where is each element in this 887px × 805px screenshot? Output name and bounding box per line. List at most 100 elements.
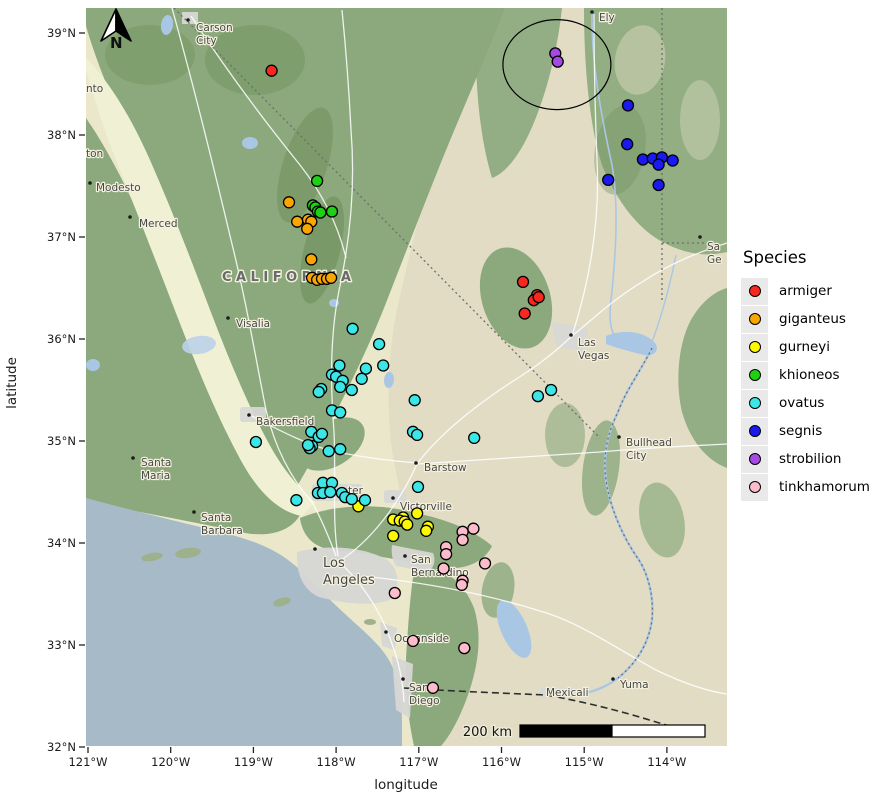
map-label: Vegas xyxy=(578,350,609,362)
map-label: Maria xyxy=(141,470,170,482)
map-label: Merced xyxy=(139,218,178,230)
city-dot xyxy=(401,677,405,681)
legend-key xyxy=(741,389,768,417)
point-ovatus xyxy=(290,494,303,507)
map-label: Modesto xyxy=(96,182,141,194)
point-ovatus xyxy=(468,431,481,445)
point-ovatus xyxy=(249,435,263,449)
point-ovatus xyxy=(322,445,335,458)
map-label: nto xyxy=(86,83,103,95)
map-label: Santa xyxy=(141,457,171,469)
x-tick-label: 120°W xyxy=(151,755,190,769)
legend-item-tinkhamorum: tinkhamorum xyxy=(737,473,887,501)
map-label: Los xyxy=(323,556,345,571)
point-tinkhamorum xyxy=(388,586,401,600)
legend-key xyxy=(741,417,768,445)
point-ovatus xyxy=(334,406,347,419)
point-armiger xyxy=(516,275,530,289)
city-dot xyxy=(192,510,196,514)
point-tinkhamorum xyxy=(458,641,471,655)
city-dot xyxy=(391,496,395,500)
city-dot xyxy=(384,630,388,634)
point-giganteus xyxy=(282,196,296,209)
point-segnis xyxy=(666,154,679,167)
legend-label: gurneyi xyxy=(779,339,831,355)
legend-swatch-tinkhamorum xyxy=(748,481,761,493)
roads xyxy=(171,8,727,703)
map-label: Las xyxy=(578,337,596,349)
point-ovatus xyxy=(408,394,421,407)
city-dot xyxy=(88,181,92,185)
legend: Species armiger giganteus gurneyi khioneos o… xyxy=(737,248,887,501)
point-tinkhamorum xyxy=(426,681,440,694)
legend-key xyxy=(741,361,768,389)
y-tick-label: 32°N xyxy=(47,740,76,754)
legend-key xyxy=(741,305,768,333)
point-ovatus xyxy=(544,383,558,397)
legend-title: Species xyxy=(743,248,807,267)
city-dot xyxy=(611,677,615,681)
point-segnis xyxy=(602,173,615,187)
legend-item-khioneos: khioneos xyxy=(737,361,887,389)
legend-item-strobilion: strobilion xyxy=(737,445,887,473)
point-segnis xyxy=(621,99,635,112)
point-ovatus xyxy=(315,427,329,441)
y-tick-label: 39°N xyxy=(47,26,76,40)
point-ovatus xyxy=(531,389,545,403)
map-label: Ely xyxy=(599,12,615,24)
x-tick-label: 121°W xyxy=(68,755,107,769)
x-tick-label: 119°W xyxy=(234,755,273,769)
legend-label: strobilion xyxy=(779,451,842,467)
city-dot xyxy=(186,18,190,22)
legend-swatch-giganteus xyxy=(748,313,761,325)
point-ovatus xyxy=(334,380,347,394)
scale-bar: 200 km xyxy=(462,724,706,741)
city-dot xyxy=(131,456,135,460)
mono-lake xyxy=(242,137,258,149)
point-giganteus xyxy=(291,215,304,228)
salton-sea xyxy=(496,600,532,658)
point-ovatus xyxy=(334,443,347,456)
legend-item-gurneyi: gurneyi xyxy=(737,333,887,361)
point-ovatus xyxy=(410,428,424,442)
species-points xyxy=(249,47,679,694)
city-dot xyxy=(226,316,230,320)
map-label: Diego xyxy=(409,695,440,707)
point-ovatus xyxy=(312,385,325,399)
map-label: Mexicali xyxy=(546,687,589,699)
point-armiger xyxy=(265,64,278,77)
map-label: Angeles xyxy=(323,573,375,588)
map-label: San xyxy=(409,682,429,694)
city-dot xyxy=(414,461,418,465)
legend-label: giganteus xyxy=(779,311,846,327)
city-dot xyxy=(617,435,621,439)
legend-key xyxy=(741,445,768,473)
point-tinkhamorum xyxy=(456,533,469,547)
map-label: Oceanside xyxy=(394,633,449,645)
map-label: Bullhead xyxy=(626,437,672,449)
point-armiger xyxy=(532,291,545,304)
point-tinkhamorum xyxy=(437,562,450,575)
point-segnis xyxy=(621,138,634,151)
legend-key xyxy=(741,333,768,361)
city-dot xyxy=(313,547,317,551)
legend-item-armiger: armiger xyxy=(737,277,887,305)
map-label: Santa xyxy=(201,512,231,524)
point-ovatus xyxy=(411,480,425,494)
point-segnis xyxy=(652,178,665,192)
x-tick-label: 118°W xyxy=(317,755,356,769)
map-label: Victorville xyxy=(400,501,452,513)
point-armiger xyxy=(518,307,531,320)
map-label: Sa xyxy=(707,241,720,253)
y-tick-label: 33°N xyxy=(47,638,76,652)
point-ovatus xyxy=(359,362,373,375)
city-dot xyxy=(698,235,702,239)
point-gurneyi xyxy=(410,507,424,520)
point-ovatus xyxy=(346,322,359,335)
x-tick-label: 115°W xyxy=(565,755,604,769)
city-dot xyxy=(403,554,407,558)
point-ovatus xyxy=(345,383,358,397)
map-label: Carson xyxy=(196,22,233,34)
point-tinkhamorum xyxy=(467,522,480,535)
legend-items: armiger giganteus gurneyi khioneos ovatus seg… xyxy=(737,277,887,501)
